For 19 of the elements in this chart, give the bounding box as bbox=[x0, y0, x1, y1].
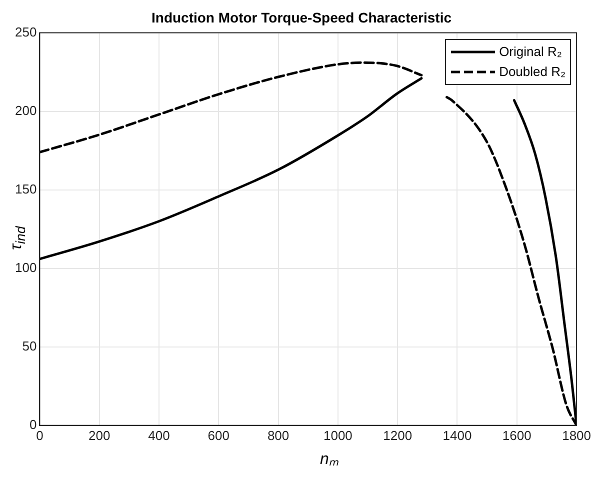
x-tick-label: 600 bbox=[208, 428, 230, 443]
y-tick-label: 50 bbox=[22, 338, 37, 354]
x-tick-label: 1400 bbox=[442, 428, 472, 443]
x-tick-label: 200 bbox=[88, 428, 110, 443]
x-axis-title: nₘ bbox=[319, 450, 340, 469]
y-tick-label: 100 bbox=[14, 260, 37, 275]
y-tick-label: 200 bbox=[14, 102, 37, 118]
x-tick-label: 1200 bbox=[383, 428, 412, 443]
x-tick-label: 1800 bbox=[562, 428, 591, 443]
legend-label: Doubled R₂ bbox=[499, 62, 566, 81]
y-tick-label: 150 bbox=[14, 181, 37, 196]
x-tick-label: 1000 bbox=[323, 428, 352, 443]
chart-title: Induction Motor Torque-Speed Characteristic bbox=[152, 9, 452, 26]
x-tick-label: 400 bbox=[148, 428, 170, 443]
legend-label: Original R₂ bbox=[499, 42, 562, 61]
y-tick-label: 0 bbox=[29, 416, 37, 432]
x-tick-label: 1600 bbox=[502, 428, 532, 443]
x-tick-label: 800 bbox=[267, 428, 290, 443]
y-tick-label: 250 bbox=[14, 24, 37, 40]
